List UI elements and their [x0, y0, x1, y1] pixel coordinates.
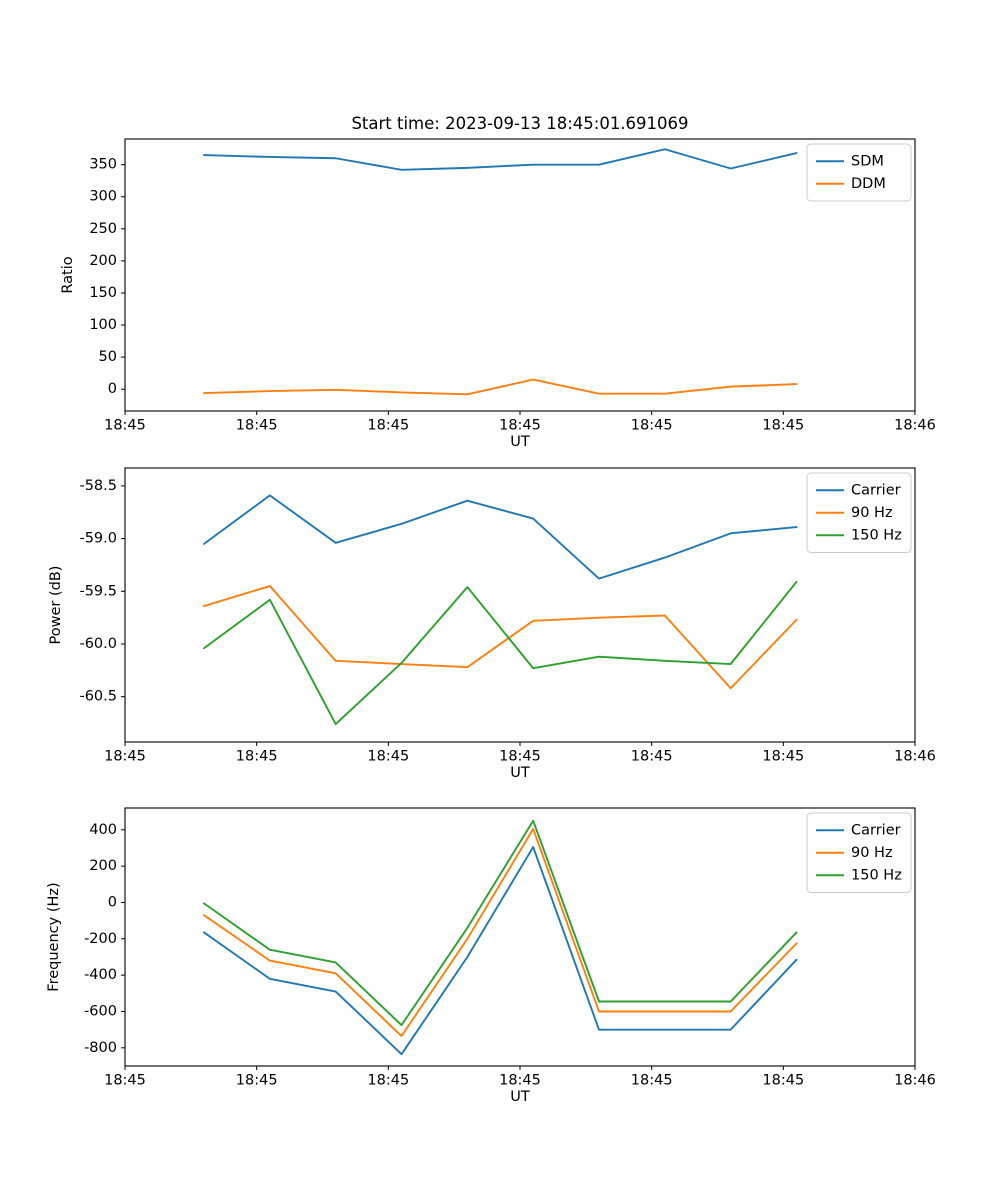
- legend-label-150-hz: 150 Hz: [851, 527, 902, 543]
- figure-title: Start time: 2023-09-13 18:45:01.691069: [351, 114, 688, 133]
- y-axis-label: Frequency (Hz): [46, 882, 62, 991]
- power-panel: 18:45 18:45 18:45 18:45 18:45 18:45 18:46 -58.5…: [0, 455, 1000, 800]
- y-tick-label: 150: [89, 285, 117, 301]
- legend-box: [806, 143, 912, 202]
- y-tick-label: -58.5: [79, 478, 117, 494]
- y-tick-label: -60.0: [79, 636, 117, 652]
- axes-frame: [124, 807, 916, 1067]
- x-tick-label: 18:45: [367, 749, 409, 765]
- frequency-panel: 18:45 18:45 18:45 18:45 18:45 18:45 18:46 -800 -…: [0, 800, 1000, 1200]
- x-tick-label: 18:45: [762, 749, 804, 765]
- x-tick-label: 18:45: [367, 418, 409, 434]
- x-tick-label: 18:45: [236, 1073, 278, 1089]
- ratio-plot-area: 18:45 18:45 18:45 18:45 18:45 18:45 18:46 0 50 10…: [60, 138, 936, 450]
- legend-label-sdm: SDM: [851, 153, 884, 169]
- x-tick-label: 18:45: [104, 749, 146, 765]
- x-tick-label: 18:45: [762, 1073, 804, 1089]
- legend-label-90-hz: 90 Hz: [851, 505, 893, 521]
- y-tick-label: -400: [84, 967, 117, 983]
- y-tick-label: -59.0: [79, 531, 117, 547]
- x-tick-label: 18:45: [631, 418, 673, 434]
- x-tick-label: 18:45: [104, 1073, 146, 1089]
- axes-frame: [124, 138, 916, 412]
- y-tick-label: 300: [89, 189, 117, 205]
- y-tick-label: 350: [89, 157, 117, 173]
- legend-label-90-hz: 90 Hz: [851, 845, 893, 861]
- y-axis-label: Ratio: [60, 256, 76, 293]
- x-tick-label: 18:45: [631, 749, 673, 765]
- x-tick-label: 18:45: [499, 418, 541, 434]
- y-tick-label: 50: [99, 349, 117, 365]
- legend-box: [806, 472, 912, 553]
- legend-box: [806, 812, 912, 893]
- y-tick-label: 200: [89, 858, 117, 874]
- x-tick-label: 18:45: [236, 749, 278, 765]
- x-axis-label: UT: [510, 434, 530, 450]
- x-tick-label: 18:45: [631, 1073, 673, 1089]
- y-tick-label: 200: [89, 253, 117, 269]
- series-line-90-hz: [203, 585, 798, 690]
- series-line-150-hz: [203, 819, 798, 1027]
- y-tick-label: 0: [108, 894, 117, 910]
- legend-label-150-hz: 150 Hz: [851, 867, 902, 883]
- power-plot-area: 18:45 18:45 18:45 18:45 18:45 18:45 18:46 -58.5…: [48, 467, 936, 781]
- series-line-90-hz: [203, 827, 798, 1037]
- x-tick-label: 18:45: [236, 418, 278, 434]
- series-line-150-hz: [203, 580, 798, 726]
- x-tick-label: 18:45: [367, 1073, 409, 1089]
- series-line-carrier: [203, 494, 798, 580]
- x-tick-label: 18:45: [104, 418, 146, 434]
- x-tick-label: 18:45: [762, 418, 804, 434]
- y-tick-label: 400: [89, 822, 117, 838]
- legend-label-carrier: Carrier: [851, 482, 901, 498]
- y-tick-label: -200: [84, 931, 117, 947]
- y-tick-label: -60.5: [79, 689, 117, 705]
- x-tick-label: 18:46: [894, 1073, 936, 1089]
- x-axis-label: UT: [510, 765, 530, 781]
- x-tick-label: 18:46: [894, 418, 936, 434]
- y-tick-label: 0: [108, 381, 117, 397]
- x-tick-label: 18:45: [499, 749, 541, 765]
- series-line-carrier: [203, 846, 798, 1056]
- legend-label-carrier: Carrier: [851, 822, 901, 838]
- series-line-sdm: [203, 148, 798, 171]
- y-tick-label: 250: [89, 221, 117, 237]
- y-tick-label: -59.5: [79, 583, 117, 599]
- y-axis-label: Power (dB): [48, 566, 64, 645]
- x-tick-label: 18:45: [499, 1073, 541, 1089]
- legend-label-ddm: DDM: [851, 176, 886, 192]
- x-tick-label: 18:46: [894, 749, 936, 765]
- y-tick-label: 100: [89, 317, 117, 333]
- axes-frame: [124, 467, 916, 743]
- x-axis-label: UT: [510, 1089, 530, 1105]
- ratio-panel: Start time: 2023-09-13 18:45:01.691069 1…: [0, 0, 1000, 455]
- y-tick-label: -800: [84, 1040, 117, 1056]
- series-line-ddm: [203, 378, 798, 396]
- y-tick-label: -600: [84, 1003, 117, 1019]
- frequency-plot-area: 18:45 18:45 18:45 18:45 18:45 18:45 18:46 -800 -…: [46, 807, 936, 1105]
